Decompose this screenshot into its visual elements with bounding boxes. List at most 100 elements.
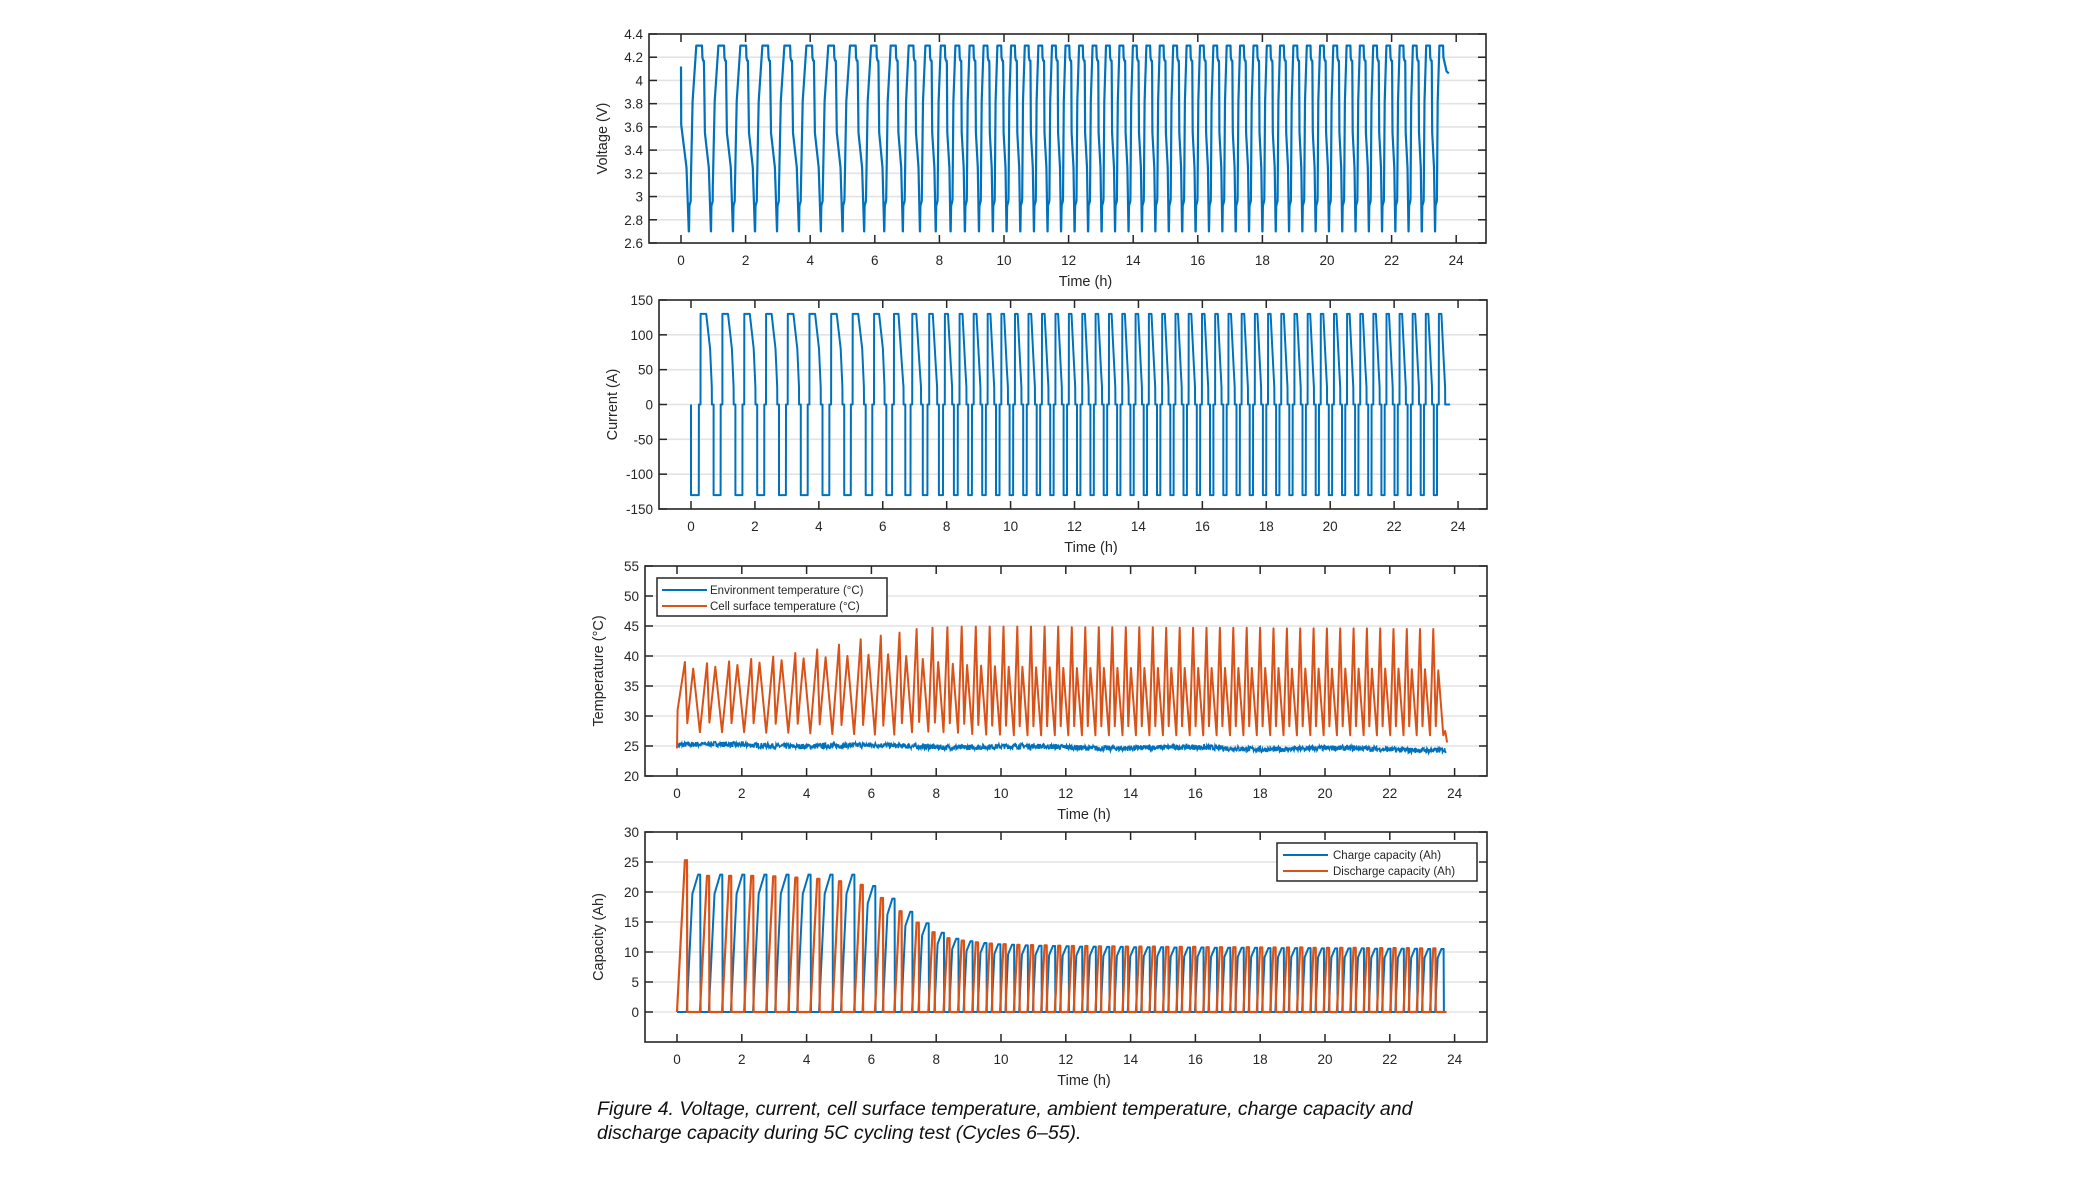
x-axis-label: Time (h) (1057, 807, 1110, 823)
x-tick-label: 22 (1384, 253, 1399, 268)
figure-caption: Figure 4. Voltage, current, cell surface… (597, 1097, 1497, 1145)
x-tick-label: 12 (1058, 1052, 1073, 1067)
x-tick-label: 18 (1259, 519, 1274, 534)
y-tick-label: 150 (630, 293, 653, 308)
environment-temperature-line (676, 739, 1447, 756)
plot-area (675, 859, 1447, 1014)
y-tick-label: 30 (624, 825, 639, 840)
y-axis-label: Capacity (Ah) (591, 893, 607, 981)
x-tick-label: 20 (1323, 519, 1338, 534)
caption-line-1: Figure 4. Voltage, current, cell surface… (597, 1098, 1413, 1120)
x-tick-label: 14 (1126, 253, 1142, 268)
x-tick-label: 2 (738, 786, 746, 801)
y-ticks: 2.6 2.8 3 3.2 3.4 3.6 3.8 4 4.2 4.4 (624, 27, 1486, 251)
plot-area (679, 44, 1450, 233)
x-tick-label: 8 (936, 253, 944, 268)
y-tick-label: -50 (633, 432, 653, 447)
grid-lines (649, 56, 1486, 221)
y-tick-label: 4.2 (624, 50, 643, 65)
x-tick-label: 6 (868, 786, 876, 801)
x-tick-label: 12 (1061, 253, 1076, 268)
x-tick-label: 22 (1382, 786, 1397, 801)
x-tick-label: 18 (1253, 786, 1268, 801)
x-tick-label: 12 (1067, 519, 1082, 534)
x-tick-label: 4 (806, 253, 814, 268)
plot-area (676, 625, 1449, 756)
legend: Charge capacity (Ah) Discharge capacity (… (1276, 842, 1478, 882)
y-tick-label: -100 (626, 467, 653, 482)
x-tick-label: 6 (879, 519, 887, 534)
discharge-capacity-line (675, 859, 1447, 1014)
x-ticks: 0 2 4 6 8 10 12 14 16 18 20 22 24 (673, 832, 1463, 1067)
y-tick-label: 55 (624, 559, 639, 574)
x-tick-label: 0 (687, 519, 695, 534)
legend-label-discharge: Discharge capacity (Ah) (1333, 866, 1455, 878)
x-ticks: 0 2 4 6 8 10 12 14 16 18 20 22 24 (687, 300, 1466, 534)
y-axis-label: Temperature (°C) (591, 615, 607, 726)
y-tick-label: 2.8 (624, 213, 643, 228)
x-tick-label: 4 (803, 1052, 811, 1067)
x-tick-label: 22 (1387, 519, 1402, 534)
y-tick-label: 100 (630, 328, 653, 343)
x-tick-label: 12 (1058, 786, 1073, 801)
x-tick-label: 24 (1447, 786, 1463, 801)
y-ticks: -150 -100 -50 0 50 100 150 (626, 293, 1487, 517)
y-tick-label: -150 (626, 502, 653, 517)
x-tick-label: 10 (993, 786, 1008, 801)
voltage-subplot: 0 2 4 6 8 10 12 14 16 18 20 22 242.62.833.23.43.63.8… (595, 27, 1487, 290)
x-tick-label: 16 (1188, 1052, 1203, 1067)
x-tick-label: 22 (1382, 1052, 1397, 1067)
legend-label-charge: Charge capacity (Ah) (1333, 850, 1441, 862)
y-tick-label: 3.6 (624, 120, 643, 135)
temperature-subplot: 0 2 4 6 8 10 12 14 16 18 20 22 242025303540455055Tim… (591, 559, 1488, 823)
y-tick-label: 3.8 (624, 97, 643, 112)
current-series-line (690, 312, 1451, 497)
y-tick-label: 4.4 (624, 27, 643, 42)
y-axis-label: Current (A) (605, 369, 621, 441)
x-tick-label: 6 (868, 1052, 876, 1067)
x-tick-label: 16 (1188, 786, 1203, 801)
x-tick-label: 4 (815, 519, 823, 534)
x-tick-label: 16 (1195, 519, 1210, 534)
x-tick-label: 20 (1317, 1052, 1332, 1067)
x-tick-label: 20 (1319, 253, 1334, 268)
x-tick-label: 2 (742, 253, 750, 268)
x-tick-label: 24 (1451, 519, 1467, 534)
y-ticks: 20 25 30 35 40 45 50 55 (624, 559, 1487, 784)
x-tick-label: 2 (751, 519, 759, 534)
y-tick-label: 15 (624, 915, 639, 930)
x-tick-label: 8 (932, 1052, 940, 1067)
x-tick-label: 14 (1131, 519, 1147, 534)
x-ticks: 0 2 4 6 8 10 12 14 16 18 20 22 24 (673, 566, 1463, 801)
x-tick-label: 10 (993, 1052, 1008, 1067)
x-tick-label: 10 (1003, 519, 1018, 534)
x-tick-label: 14 (1123, 1052, 1139, 1067)
x-tick-label: 6 (871, 253, 879, 268)
y-tick-label: 4 (635, 73, 643, 88)
voltage-series-line (679, 44, 1450, 233)
x-tick-label: 18 (1255, 253, 1270, 268)
legend: Environment temperature (°C) Cell surface… (656, 577, 888, 617)
legend-label-environment: Environment temperature (°C) (710, 585, 864, 597)
x-tick-label: 0 (677, 253, 685, 268)
x-tick-label: 24 (1449, 253, 1465, 268)
y-tick-label: 20 (624, 769, 639, 784)
x-tick-label: 4 (803, 786, 811, 801)
x-tick-label: 16 (1190, 253, 1205, 268)
axes-box (648, 33, 1487, 244)
cell-surface-temperature-line (676, 625, 1449, 749)
y-tick-label: 0 (631, 1005, 639, 1020)
y-tick-label: 3.4 (624, 143, 643, 158)
y-tick-label: 45 (624, 619, 639, 634)
y-tick-label: 40 (624, 649, 639, 664)
legend-label-cell: Cell surface temperature (°C) (710, 601, 860, 613)
y-tick-label: 30 (624, 709, 639, 724)
x-tick-label: 0 (673, 786, 681, 801)
grid-lines (645, 861, 1487, 1013)
y-tick-label: 3.2 (624, 166, 643, 181)
y-tick-label: 25 (624, 855, 639, 870)
legend-box (1276, 842, 1478, 882)
y-tick-label: 35 (624, 679, 639, 694)
